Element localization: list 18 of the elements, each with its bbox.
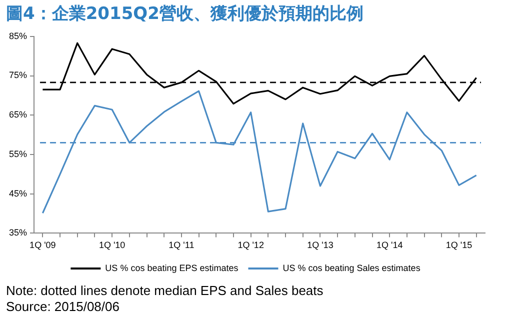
x-tick-label: 1Q '13 bbox=[307, 240, 334, 250]
legend-label: US % cos beating EPS estimates bbox=[105, 262, 239, 273]
x-tick-label: 1Q '10 bbox=[98, 240, 126, 250]
source-note: Source: 2015/08/06 bbox=[6, 299, 120, 315]
y-tick-label: 35% bbox=[9, 228, 28, 238]
x-tick-label: 1Q '11 bbox=[168, 240, 194, 250]
y-tick-label: 65% bbox=[9, 110, 28, 120]
y-tick-label: 45% bbox=[9, 188, 28, 198]
y-tick-label: 75% bbox=[9, 70, 28, 80]
chart-title: 圖4：企業2015Q2營收、獲利優於預期的比例 bbox=[5, 3, 364, 26]
text: Note: dotted lines denote median EPS and Sales beats bbox=[6, 283, 324, 299]
x-tick-label: 1Q '14 bbox=[376, 240, 403, 250]
legend-label: US % cos beating Sales estimates bbox=[282, 262, 421, 273]
y-tick-label: 55% bbox=[9, 148, 28, 159]
x-tick-label: 1Q '12 bbox=[238, 240, 264, 250]
y-tick-label: 85% bbox=[9, 30, 28, 41]
x-tick-label: 1Q '15 bbox=[446, 240, 472, 250]
x-tick-label: 1Q '09 bbox=[30, 240, 56, 250]
